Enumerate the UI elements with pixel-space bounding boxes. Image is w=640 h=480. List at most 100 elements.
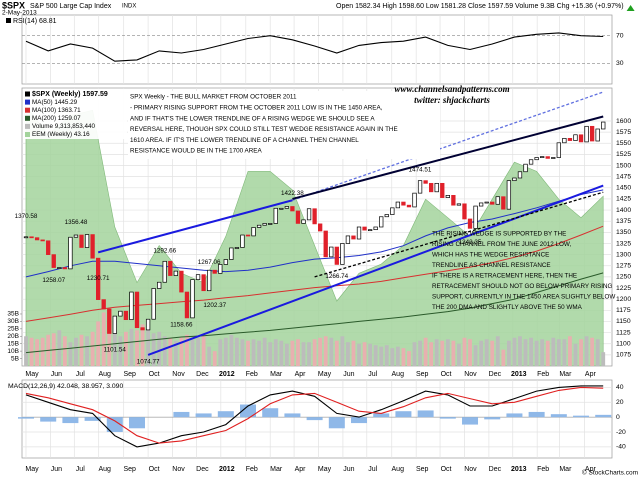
histogram-bar [284,413,301,418]
x-tick-label: May [318,466,332,473]
x-tick-label: Dec [196,466,209,473]
note-text: 1610 AREA. IF IT'S THE LOWER TRENDLINE O… [130,137,359,144]
candle-body [367,229,373,232]
x-tick-label: May [25,466,39,473]
x-tick-label: Jul [368,371,377,378]
volume-bar [251,339,256,366]
y-tick-label: 30 [616,60,624,67]
volume-bar [501,349,506,366]
volume-bar [262,337,267,366]
y-tick-label: 1100 [616,341,631,348]
candle-body [528,159,534,165]
y-tick-label: 1575 [616,129,631,136]
y2-tick-label: 20B [7,333,19,340]
candle-body [306,208,312,221]
panel [21,14,613,85]
y-tick-label: 1375 [616,218,631,225]
y-tick-label: 1475 [616,173,631,180]
candle-body [245,234,251,237]
candle-body [234,247,240,249]
volume-bar [579,339,583,366]
candle-body [290,206,295,212]
candle-body [584,125,589,143]
volume-bar [85,336,89,366]
date: 2-May-2013 [2,10,37,17]
trendline [314,191,604,278]
candle-body [84,234,90,248]
candle-body [451,195,456,206]
volume-bar [185,334,189,366]
volume-bar [379,346,384,366]
volume-bar [135,330,139,366]
volume-bar [512,337,517,366]
volume-bar [173,340,178,366]
volume-bar [307,342,311,366]
volume-bar [462,337,467,366]
volume-bar [506,340,511,366]
volume-bar [57,330,62,366]
candle-body [356,226,362,240]
symbol: $SPX [2,0,25,10]
x-tick-label: 2012 [219,466,235,473]
candle-body [573,134,578,141]
x-tick-label: Nov [172,371,185,378]
volume-bar [368,343,373,366]
volume-bar [373,345,378,366]
candle-body [157,281,162,289]
candle-body [229,247,234,260]
macd-title: MACD(12,26,9) 42.048, 38.957, 3.090 [8,383,123,390]
candle-body [423,180,428,184]
note-text: - PRIMARY RISING SUPPORT FROM THE OCTOBE… [130,104,383,111]
candle-body [323,230,328,258]
legend-box [23,89,127,139]
x-tick-label: Oct [441,371,452,378]
moving-average [25,225,604,322]
volume-bar [196,337,200,366]
candle-body [201,274,206,292]
candle-body [601,121,606,130]
x-tick-label: Sep [123,466,136,473]
candle-body [68,236,73,270]
candle-body [262,223,267,226]
candle-body [445,195,450,198]
note-box [128,91,440,159]
y2-tick-label: 30B [7,318,19,325]
volume-bar [279,340,284,366]
candle-body [101,299,106,310]
y-tick-label: 1400 [616,207,631,214]
volume-bar [35,339,39,366]
histogram-bar [595,414,612,418]
price-label: 1158.66 [170,321,193,328]
volume-bar [401,348,406,366]
volume-bar [79,334,84,366]
y-tick-label: 1175 [616,307,631,314]
volume-bar [568,336,572,366]
index-name: S&P 500 Large Cap Index [30,3,112,10]
histogram-bar [240,404,257,418]
histogram-bar [129,417,146,429]
candle-body [34,237,40,241]
volume-bar [556,339,561,366]
volume-bar [62,336,67,366]
x-tick-label: Apr [295,371,307,378]
macd-line [25,385,604,448]
note-text: THE RISING WEDGE IS SUPPORTED BY THE [432,231,566,238]
volume-bar [445,339,450,366]
x-tick-label: Sep [416,466,429,473]
volume-bar [329,337,334,366]
histogram-bar [506,413,523,418]
note-text: RISING CHANNEL FROM THE JUNE 2012 LOW, [432,241,572,248]
x-tick-label: Jun [51,371,62,378]
y-tick-label: 1150 [616,318,631,325]
histogram-bar [262,408,279,418]
histogram-bar [306,417,323,421]
macd-line [25,386,604,444]
candle-body [490,201,495,205]
x-tick-label: May [318,371,332,378]
price-label: 1343.35 [459,239,482,246]
candle-body [279,207,284,210]
volume-bar [412,342,417,366]
volume-bar [107,318,112,366]
price-label: 1266.74 [325,273,348,280]
note-text: AND IF THAT'S THE LOWER TRENDLINE OF A R… [130,115,375,122]
